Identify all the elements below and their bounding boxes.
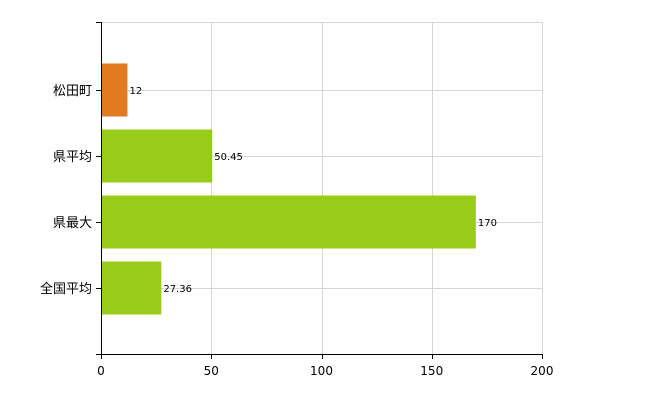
category-label: 全国平均 (40, 281, 92, 297)
category-label: 松田町 (53, 84, 92, 99)
bar-2 (101, 195, 476, 249)
x-tick-label: 50 (204, 364, 219, 378)
x-tick-label: 0 (97, 364, 105, 378)
data-label: 12 (129, 86, 142, 97)
x-tick-label: 150 (420, 364, 443, 378)
bar-1 (101, 129, 213, 183)
bar-3 (101, 261, 162, 315)
x-tick-label: 200 (531, 364, 554, 378)
category-label: 県最大 (53, 216, 92, 231)
bar-0 (101, 63, 128, 117)
data-label: 50.45 (214, 152, 243, 163)
grid-lines (101, 22, 543, 354)
data-label: 27.36 (163, 284, 192, 295)
axes (96, 22, 543, 359)
x-tick-label: 100 (310, 364, 333, 378)
bars (101, 63, 476, 315)
category-label: 県平均 (53, 150, 92, 165)
data-label: 170 (478, 218, 497, 229)
